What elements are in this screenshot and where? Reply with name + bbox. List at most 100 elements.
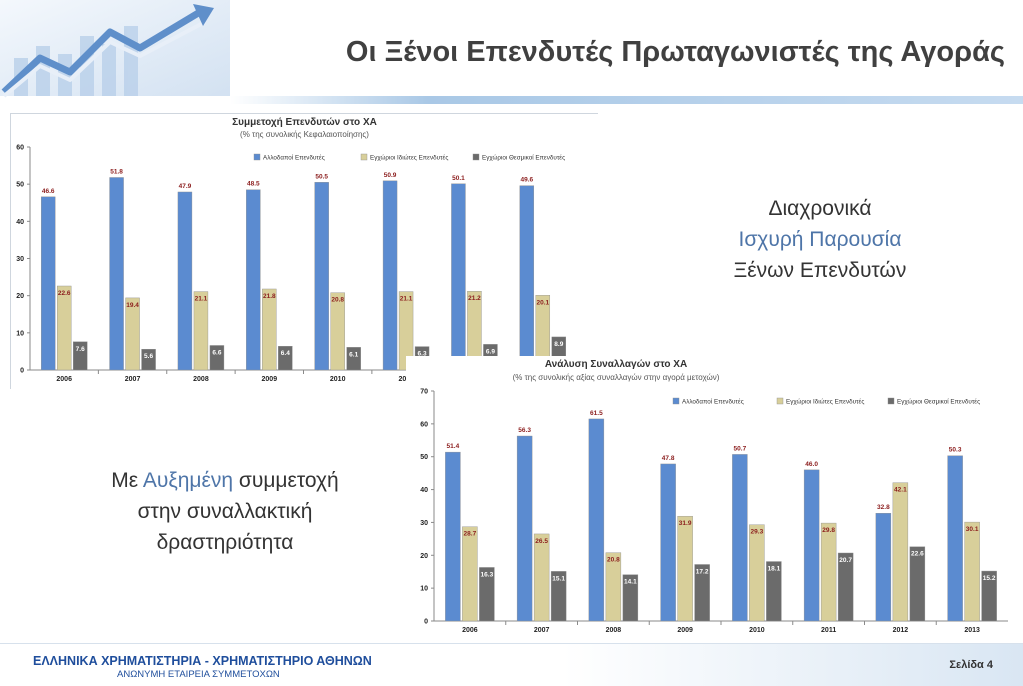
data-label: 51.8 bbox=[110, 168, 123, 175]
bar bbox=[330, 292, 345, 371]
bar bbox=[605, 552, 622, 622]
x-tick-label: 2008 bbox=[193, 376, 209, 383]
data-label: 28.7 bbox=[464, 531, 477, 538]
y-tick-label: 60 bbox=[420, 421, 428, 428]
data-label: 15.2 bbox=[983, 575, 996, 582]
page-number: Σελίδα 4 bbox=[949, 659, 993, 671]
data-label: 6.9 bbox=[486, 348, 495, 355]
bar bbox=[109, 177, 124, 371]
x-tick-label: 2006 bbox=[56, 376, 72, 383]
y-tick-label: 40 bbox=[16, 219, 24, 226]
data-label: 18.1 bbox=[768, 566, 781, 573]
side-text-part: συμμετοχή bbox=[233, 469, 339, 492]
data-label: 22.6 bbox=[911, 551, 924, 558]
bar bbox=[278, 346, 293, 371]
x-tick-label: 2008 bbox=[606, 627, 622, 634]
x-tick-label: 2012 bbox=[893, 627, 909, 634]
bar bbox=[909, 546, 926, 622]
bar bbox=[346, 347, 361, 371]
bar bbox=[462, 526, 478, 622]
data-label: 21.1 bbox=[400, 296, 413, 303]
data-label: 29.3 bbox=[751, 529, 764, 536]
data-label: 48.5 bbox=[247, 181, 260, 188]
data-label: 21.2 bbox=[468, 295, 481, 302]
data-label: 20.8 bbox=[607, 557, 620, 564]
data-label: 50.1 bbox=[452, 175, 465, 182]
x-tick-label: 2013 bbox=[964, 627, 980, 634]
side-text-line: Διαχρονικά bbox=[768, 197, 872, 220]
side-text-part: Με bbox=[111, 469, 143, 492]
x-tick-label: 2007 bbox=[125, 376, 141, 383]
data-label: 31.9 bbox=[679, 520, 692, 527]
data-label: 32.8 bbox=[877, 504, 890, 511]
chart-transactions-analysis: Ανάλυση Συναλλαγών στο ΧΑ (% της συνολικ… bbox=[406, 356, 1015, 638]
y-tick-label: 60 bbox=[16, 145, 24, 152]
side-text-line: στην συναλλακτική bbox=[137, 500, 313, 523]
data-label: 19.4 bbox=[126, 302, 139, 309]
data-label: 6.6 bbox=[212, 349, 221, 356]
bar bbox=[660, 463, 676, 622]
legend-swatch bbox=[776, 397, 784, 405]
legend-swatch bbox=[472, 153, 480, 161]
side-text-increased-participation: Με Αυξημένη συμμετοχή στην συναλλακτική … bbox=[80, 465, 370, 558]
data-label: 20.8 bbox=[331, 297, 344, 304]
data-label: 29.8 bbox=[822, 527, 835, 534]
bar bbox=[766, 561, 782, 622]
bar bbox=[803, 469, 820, 622]
data-label: 22.6 bbox=[58, 290, 71, 297]
bar bbox=[694, 564, 710, 622]
y-tick-label: 50 bbox=[16, 182, 24, 189]
legend-label: Εγχώριοι Θεσμικοί Επενδυτές bbox=[482, 154, 565, 162]
legend-label: Εγχώριοι Ιδιώτες Επενδυτές bbox=[370, 154, 448, 162]
data-label: 61.5 bbox=[590, 410, 603, 417]
chart-subtitle: (% της συνολικής αξίας συναλλαγών στην α… bbox=[512, 373, 720, 382]
data-label: 6.3 bbox=[418, 351, 427, 358]
legend-label: Αλλοδαποί Επενδυτές bbox=[263, 154, 325, 162]
side-text-line: Με Αυξημένη συμμετοχή bbox=[80, 465, 370, 496]
bar bbox=[947, 455, 963, 622]
footer-company-name: ΕΛΛΗΝΙΚΑ ΧΡΗΜΑΤΙΣΤΗΡΙΑ - ΧΡΗΜΑΤΙΣΤΗΡΙΟ Α… bbox=[33, 654, 372, 668]
x-tick-label: 2009 bbox=[262, 376, 278, 383]
legend-label: Εγχώριοι Θεσμικοί Επενδυτές bbox=[897, 398, 980, 406]
bar bbox=[479, 567, 495, 622]
side-text-accent-line: Ισχυρή Παρουσία bbox=[738, 228, 902, 251]
bar bbox=[892, 482, 909, 622]
bar bbox=[875, 513, 892, 622]
y-tick-label: 0 bbox=[20, 368, 24, 375]
data-label: 6.1 bbox=[349, 351, 358, 358]
data-label: 30.1 bbox=[966, 526, 979, 533]
chart-plot: 0 10 20 30 40 50 60 2006 46.6 22.6 7.6 2007 51.8 19.4… bbox=[16, 145, 577, 383]
bar bbox=[72, 341, 88, 371]
data-label: 15.1 bbox=[552, 575, 565, 582]
data-label: 49.6 bbox=[520, 177, 533, 184]
footer-company-type: ΑΝΩΝΥΜΗ ΕΤΑΙΡΕΙΑ ΣΥΜΜΕΤΟΧΩΝ bbox=[117, 669, 280, 680]
bar bbox=[588, 418, 605, 622]
data-label: 46.6 bbox=[42, 188, 55, 195]
y-tick-label: 20 bbox=[16, 293, 24, 300]
bar bbox=[445, 451, 461, 622]
x-tick-label: 2009 bbox=[677, 627, 693, 634]
side-text-accent: Αυξημένη bbox=[142, 469, 234, 492]
y-tick-label: 10 bbox=[420, 586, 428, 593]
bar bbox=[964, 521, 980, 622]
data-label: 8.9 bbox=[554, 341, 563, 348]
y-tick-label: 0 bbox=[424, 619, 428, 626]
y-tick-label: 50 bbox=[420, 454, 428, 461]
exchange-logo-graphic bbox=[0, 0, 240, 110]
chart-title: Ανάλυση Συναλλαγών στο ΧΑ bbox=[544, 359, 688, 370]
legend-label: Εγχώριοι Ιδιώτες Επενδυτές bbox=[786, 398, 864, 406]
x-tick-label: 2011 bbox=[821, 627, 836, 634]
data-label: 56.3 bbox=[518, 427, 531, 434]
data-label: 26.5 bbox=[535, 538, 548, 545]
data-label: 47.8 bbox=[662, 455, 675, 462]
page-title: Οι Ξένοι Επενδυτές Πρωταγωνιστές της Αγο… bbox=[345, 36, 1005, 68]
chart-subtitle: (% της συνολικής Κεφαλαιοποίησης) bbox=[240, 130, 369, 139]
y-tick-label: 70 bbox=[420, 389, 428, 396]
bar bbox=[451, 183, 466, 371]
x-tick-label: 2007 bbox=[534, 627, 550, 634]
data-label: 21.1 bbox=[195, 296, 208, 303]
chart-title: Συμμετοχή Επενδυτών στο ΧΑ bbox=[232, 117, 377, 128]
legend-swatch bbox=[360, 153, 368, 161]
y-tick-label: 20 bbox=[420, 553, 428, 560]
legend-swatch bbox=[887, 397, 895, 405]
